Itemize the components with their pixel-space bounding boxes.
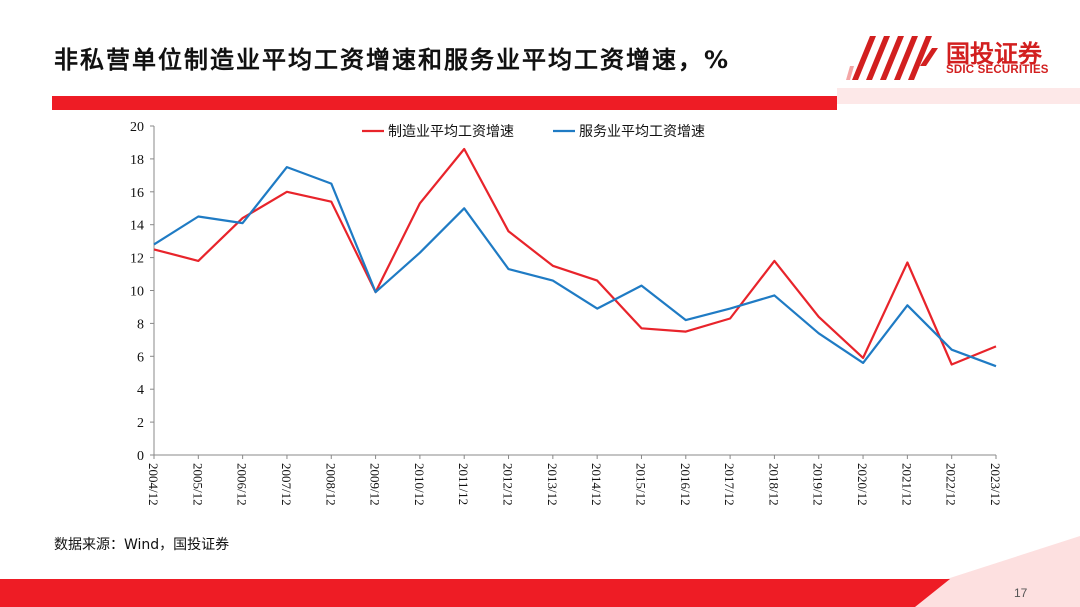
y-tick-label: 0 <box>137 449 144 464</box>
x-tick-label: 2011/12 <box>456 463 471 505</box>
company-logo: 国投证券 SDIC SECURITIES <box>846 34 1066 82</box>
series-line-services <box>153 166 997 368</box>
y-tick-label: 16 <box>130 186 144 201</box>
y-tick-label: 4 <box>137 383 144 398</box>
x-tick-label: 2007/12 <box>279 463 294 506</box>
y-tick-label: 6 <box>137 350 144 365</box>
x-tick-label: 2004/12 <box>146 463 161 506</box>
x-tick-label: 2013/12 <box>545 463 560 506</box>
x-tick-label: 2021/12 <box>899 463 914 506</box>
data-source: 数据来源：Wind，国投证券 <box>54 537 230 553</box>
y-tick-label: 12 <box>130 252 144 267</box>
page-title: 非私营单位制造业平均工资增速和服务业平均工资增速，% <box>54 46 731 74</box>
y-tick-label: 18 <box>130 153 144 168</box>
x-tick-label: 2022/12 <box>944 463 959 506</box>
x-tick-label: 2016/12 <box>678 463 693 506</box>
x-tick-label: 2009/12 <box>368 463 383 506</box>
series-layer <box>153 147 997 368</box>
x-tick-label: 2014/12 <box>589 463 604 506</box>
x-tick-label: 2012/12 <box>501 463 516 506</box>
x-tick-label: 2010/12 <box>412 463 427 506</box>
legend-label: 制造业平均工资增速 <box>388 124 514 140</box>
header-accent-bar <box>52 96 837 110</box>
page-number: 17 <box>1014 586 1028 600</box>
header-accent-light <box>837 88 1080 104</box>
x-tick-label: 2018/12 <box>766 463 781 506</box>
y-tick-label: 10 <box>130 285 144 300</box>
x-tick-label: 2008/12 <box>323 463 338 506</box>
legend-label: 服务业平均工资增速 <box>579 124 705 140</box>
y-tick-label: 14 <box>130 219 144 234</box>
y-axis: 0 2 4 6 8 10 12 14 16 18 20 <box>130 120 155 464</box>
logo-stripes-icon <box>846 36 938 80</box>
x-tick-label: 2017/12 <box>722 463 737 506</box>
logo-name-en: SDIC SECURITIES <box>946 64 1049 76</box>
y-tick-label: 2 <box>137 416 144 431</box>
x-tick-label: 2006/12 <box>235 463 250 506</box>
x-tick-label: 2005/12 <box>190 463 205 506</box>
logo-name-cn: 国投证券 <box>946 40 1042 68</box>
x-axis: 2004/12 2005/12 2006/12 2007/12 2008/12 2009/… <box>146 454 1003 506</box>
x-tick-label: 2019/12 <box>811 463 826 506</box>
x-tick-label: 2020/12 <box>855 463 870 506</box>
series-line-manufacturing <box>153 147 997 366</box>
x-tick-label: 2023/12 <box>988 463 1003 506</box>
x-tick-label: 2015/12 <box>633 463 648 506</box>
y-tick-label: 8 <box>137 317 144 332</box>
y-tick-label: 20 <box>130 120 144 135</box>
legend: 制造业平均工资增速 服务业平均工资增速 <box>362 124 705 140</box>
